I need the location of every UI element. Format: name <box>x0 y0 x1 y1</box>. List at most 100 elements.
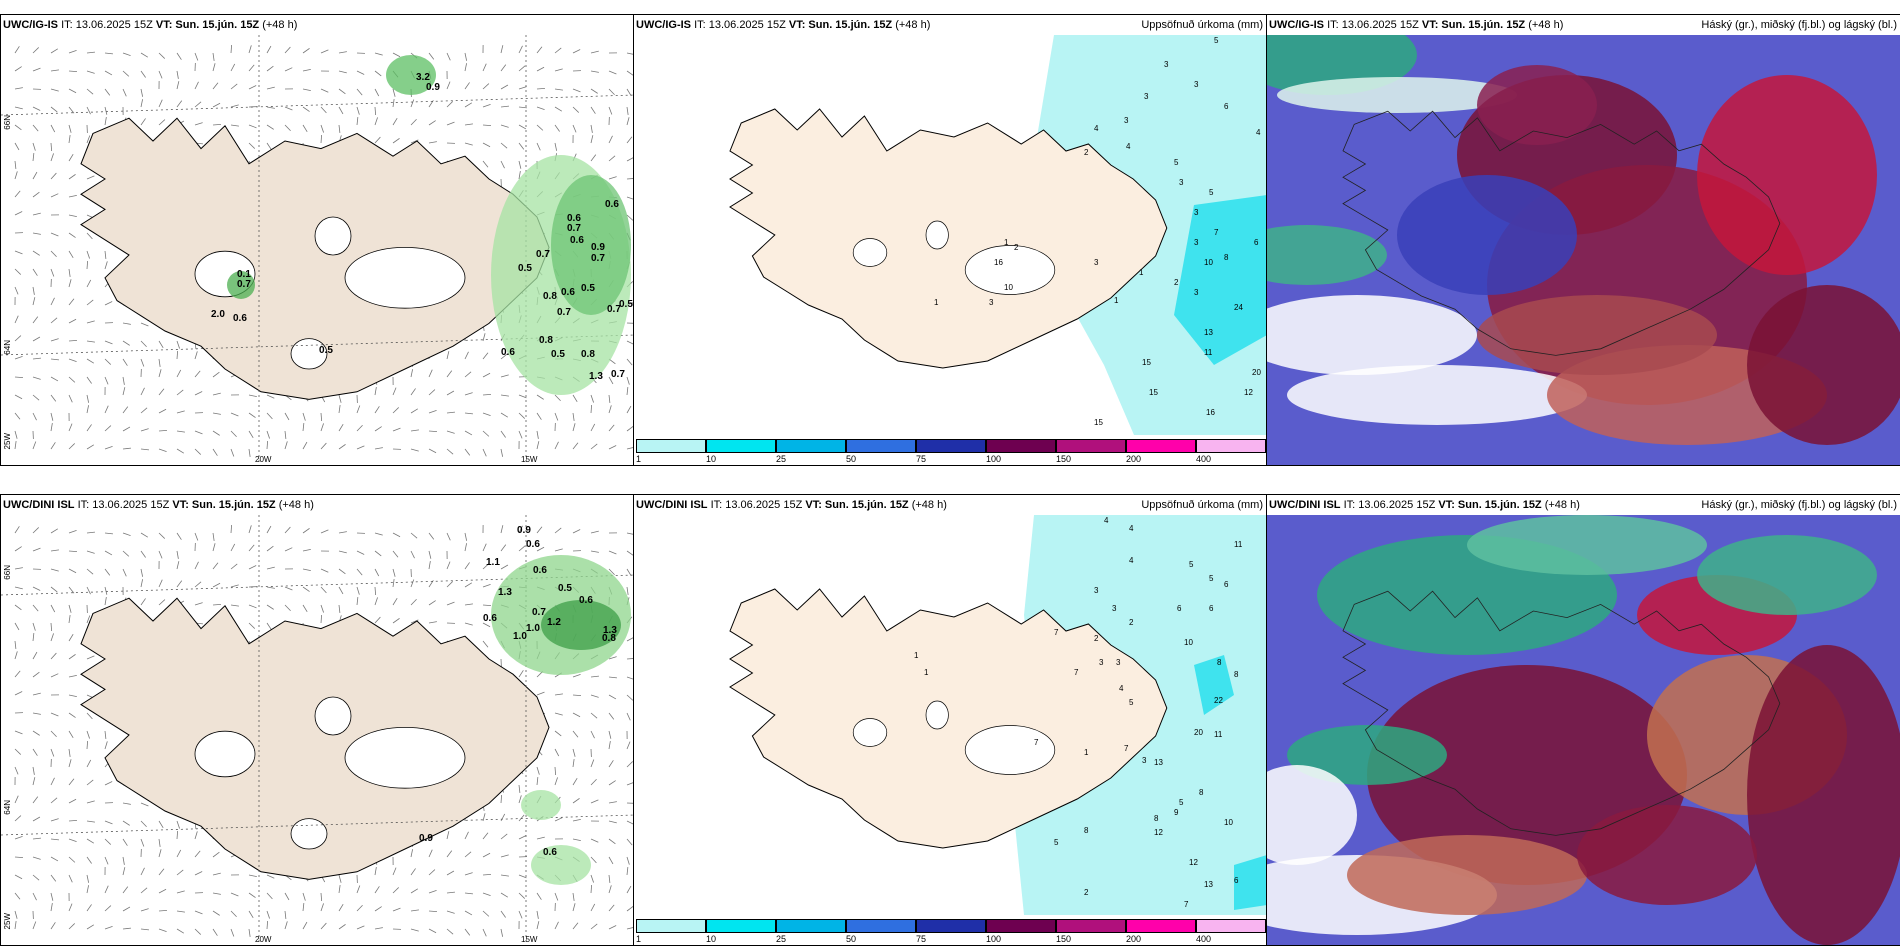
wind-barb <box>374 70 382 77</box>
wind-barb <box>536 106 545 110</box>
wind-barb <box>320 568 329 573</box>
wind-barb <box>482 448 487 457</box>
wind-barb <box>482 142 491 148</box>
wind-barb <box>68 550 78 553</box>
precip-value-label: 8 <box>1234 670 1239 679</box>
wind-barb <box>104 885 109 894</box>
wind-barb <box>140 99 144 108</box>
wind-barb <box>50 818 59 822</box>
wind-barb <box>140 598 146 606</box>
wind-value-label: 0.5 <box>581 283 595 294</box>
wind-barb <box>446 370 453 378</box>
wind-barb <box>428 890 437 894</box>
cloud-map <box>1267 515 1900 945</box>
wind-barb <box>14 46 20 54</box>
precip-value-label: 3 <box>1194 288 1199 297</box>
wind-barb <box>158 532 166 539</box>
wind-barb <box>140 358 145 367</box>
wind-barb <box>554 47 562 54</box>
lat-label: 64N <box>3 340 12 355</box>
wind-barb <box>86 106 91 115</box>
wind-barb <box>572 798 580 804</box>
precip-value-label: 12 <box>1189 858 1198 867</box>
wind-barb <box>194 391 203 396</box>
wind-barb <box>104 52 113 55</box>
wind-barb <box>554 748 560 757</box>
wind-barb <box>446 891 455 894</box>
wind-barb <box>266 394 275 399</box>
wind-barb <box>482 622 491 628</box>
wind-barb <box>86 232 93 240</box>
wind-value-label: 0.6 <box>233 313 247 324</box>
wind-barb <box>14 691 23 696</box>
wind-barb <box>14 567 23 570</box>
wind-barb <box>374 927 383 930</box>
wind-barb <box>428 600 436 606</box>
wind-barb <box>122 406 129 414</box>
precip-value-label: 7 <box>1034 738 1039 747</box>
wind-barb <box>32 394 40 401</box>
wind-barb <box>374 426 382 432</box>
wind-barb <box>50 69 59 72</box>
precip-value-label: 15 <box>1149 388 1158 397</box>
cloud-layer <box>1267 295 1477 375</box>
graticule-line <box>1 334 634 356</box>
colorbar-tick: 10 <box>706 454 717 464</box>
wind-barb <box>50 250 57 258</box>
cloud-layer <box>1287 365 1587 425</box>
wind-barb <box>482 372 491 378</box>
wind-barb <box>626 586 629 595</box>
wind-barb <box>68 358 77 362</box>
wind-barb <box>32 336 41 342</box>
wind-barb <box>608 394 611 403</box>
wind-barb <box>104 905 112 912</box>
wind-barb <box>518 525 523 534</box>
wind-barb <box>68 604 72 613</box>
wind-barb <box>50 874 57 882</box>
wind-value-label: 0.6 <box>605 199 619 210</box>
precip-value-label: 3 <box>1094 258 1099 267</box>
precip-value-label: 6 <box>1254 238 1259 247</box>
graticule-line <box>1 94 634 116</box>
wind-barb <box>50 673 59 678</box>
wind-barb <box>68 778 75 786</box>
wind-barb <box>374 88 380 97</box>
precip-value-label: 3 <box>989 298 994 307</box>
wind-barb <box>86 924 95 930</box>
wind-barb <box>500 892 509 898</box>
wind-barb <box>140 550 146 558</box>
wind-barb <box>176 532 182 540</box>
wind-barb <box>518 910 523 919</box>
precip-value-label: 3 <box>1194 80 1199 89</box>
wind-barb <box>626 905 634 912</box>
precip-value-label: 7 <box>1054 628 1059 637</box>
wind-barb <box>14 622 20 631</box>
colorbar-tick: 75 <box>916 934 927 944</box>
wind-barb <box>266 586 275 589</box>
wind-barb <box>356 550 365 555</box>
wind-barb <box>68 712 76 718</box>
glacier <box>852 718 888 747</box>
wind-barb <box>50 442 56 450</box>
precip-value-label: 8 <box>1224 253 1229 262</box>
wind-value-label: 0.7 <box>591 253 605 264</box>
wind-value-label: 0.7 <box>237 279 251 290</box>
wind-barb <box>284 412 290 421</box>
wind-barb <box>608 730 612 739</box>
wind-barb <box>230 63 236 72</box>
precip-value-label: 4 <box>1119 684 1124 693</box>
wind-barb <box>554 766 557 776</box>
wind-barb <box>518 430 523 439</box>
wind-barb <box>464 142 473 146</box>
precip-value-label: 3 <box>1144 92 1149 101</box>
wind-barb <box>626 387 629 396</box>
wind-barb <box>50 568 59 572</box>
wind-barb <box>68 654 76 660</box>
wind-barb <box>176 928 185 934</box>
precip-area <box>531 845 591 885</box>
wind-barb <box>590 884 593 894</box>
wind-barb <box>158 448 167 452</box>
wind-barb <box>284 910 287 919</box>
wind-barb <box>338 903 344 912</box>
wind-barb <box>140 387 145 396</box>
